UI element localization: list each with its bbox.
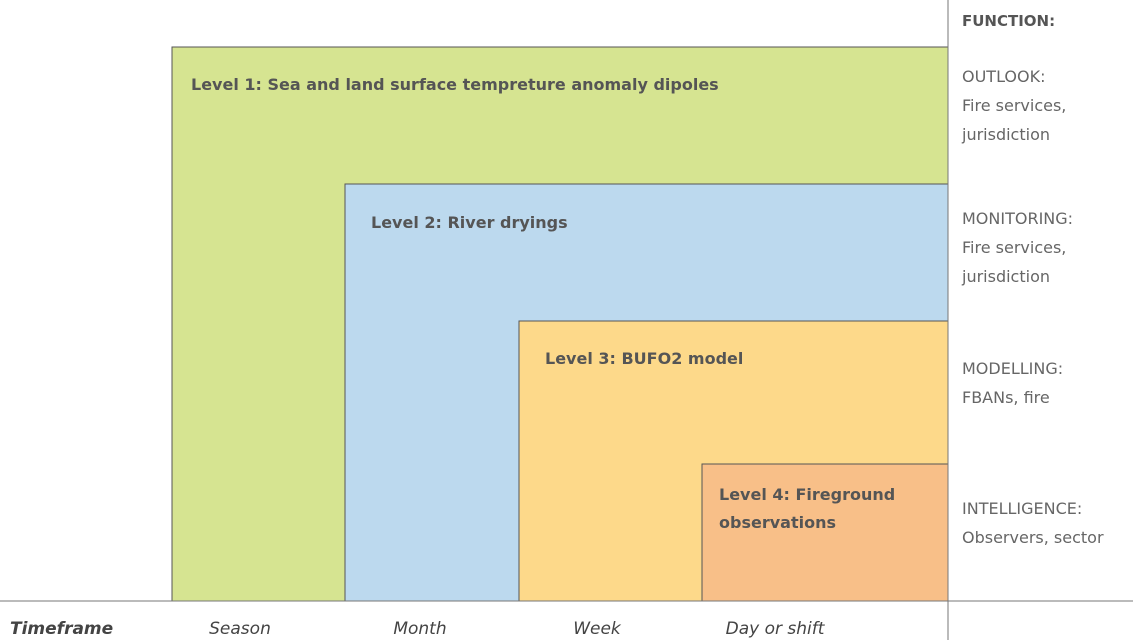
level-label: Level 2: River dryings [371,213,568,232]
timeframe-item: Month [393,619,446,639]
function-line: jurisdiction [961,125,1050,144]
function-line: Observers, sector [962,528,1104,547]
function-title: INTELLIGENCE: [962,499,1082,518]
function-title: OUTLOOK: [962,67,1046,86]
function-line: jurisdiction [961,267,1050,286]
timeframe-item: Week [573,619,622,639]
timeframe-item: Season [209,619,271,639]
level-label: Level 4: Fireground observations [719,485,895,532]
function-title: MODELLING: [962,359,1063,378]
timeframe-item: Day or shift [726,619,826,639]
function-line: Fire services, [962,238,1066,257]
function-title: MONITORING: [962,209,1073,228]
function-line: FBANs, fire [962,388,1050,407]
function-line: Fire services, [962,96,1066,115]
timeframe-label: Timeframe [10,619,113,639]
level-label: Level 3: BUFO2 model [545,349,743,368]
level-label: Level 1: Sea and land surface tempreture… [191,75,719,94]
level-4-box [701,463,949,602]
function-header: FUNCTION: [962,12,1055,30]
